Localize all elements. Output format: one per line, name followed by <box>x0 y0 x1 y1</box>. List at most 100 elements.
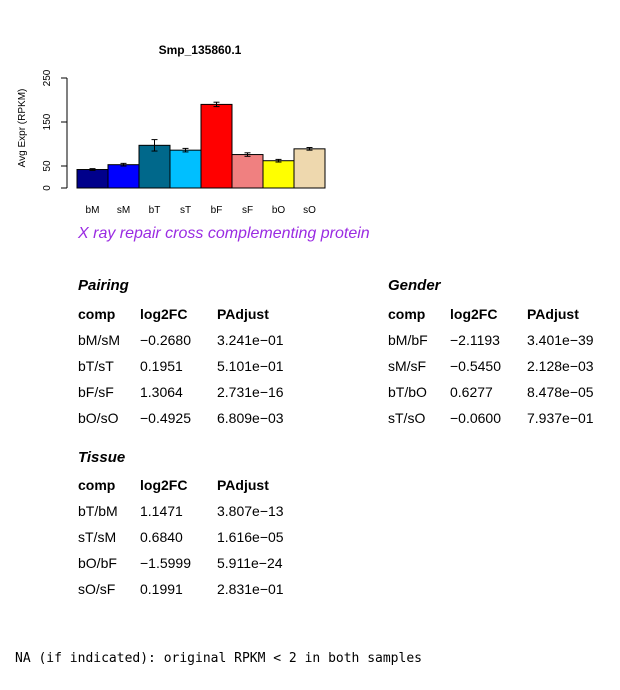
pairing-title: Pairing <box>78 277 129 294</box>
gender-title: Gender <box>388 277 441 294</box>
table-cell: 1.1471 <box>140 503 183 519</box>
x-tick-label: sM <box>117 205 130 216</box>
table-header-row: comp log2FC PAdjust <box>78 477 307 503</box>
table-row: bO/bF −1.5999 5.911e−24 <box>78 555 307 581</box>
column-header: comp <box>388 306 426 322</box>
bar-series <box>76 101 326 189</box>
table-cell: 3.401e−39 <box>527 332 594 348</box>
table-cell: −0.2680 <box>140 332 191 348</box>
bar-sT <box>169 149 202 189</box>
column-header: PAdjust <box>217 477 269 493</box>
y-axis: 0 50 150 250 <box>42 69 68 191</box>
table-cell: bT/bM <box>78 503 118 519</box>
column-header: PAdjust <box>527 306 579 322</box>
bar-sM <box>107 164 140 189</box>
bar-bT <box>138 144 171 189</box>
table-cell: 0.6840 <box>140 529 183 545</box>
table-row: bO/sO −0.4925 6.809e−03 <box>78 410 307 436</box>
table-cell: 5.911e−24 <box>217 555 283 571</box>
table-cell: bT/sT <box>78 358 114 374</box>
table-cell: bT/bO <box>388 384 427 400</box>
table-cell: bM/sM <box>78 332 120 348</box>
table-cell: sM/sF <box>388 358 427 374</box>
chart-title: Smp_135860.1 <box>159 43 242 57</box>
table-cell: bO/bF <box>78 555 117 571</box>
error-bar-bM <box>89 168 96 171</box>
bar-bO <box>262 160 295 189</box>
y-axis-label: Avg Expr (RPKM) <box>17 89 28 168</box>
table-cell: 0.1991 <box>140 581 183 597</box>
table-cell: 5.101e−01 <box>217 358 284 374</box>
column-header: comp <box>78 306 116 322</box>
table-cell: 0.6277 <box>450 384 493 400</box>
table-cell: 3.241e−01 <box>217 332 284 348</box>
column-header: log2FC <box>140 306 188 322</box>
table-cell: 0.1951 <box>140 358 183 374</box>
error-bar-bO <box>275 158 282 163</box>
pairing-table: comp log2FC PAdjust bM/sM −0.2680 3.241e−01 b… <box>78 306 307 436</box>
column-header: comp <box>78 477 116 493</box>
x-tick-labels: bM sM bT sT bF sF bO sO <box>86 205 317 216</box>
table-cell: 1.3064 <box>140 384 183 400</box>
error-bar-sO <box>306 147 313 151</box>
table-cell: 7.937e−01 <box>527 410 594 426</box>
table-cell: 2.128e−03 <box>527 358 594 374</box>
x-tick-label: sF <box>242 205 253 216</box>
table-cell: 8.478e−05 <box>527 384 594 400</box>
table-cell: −1.5999 <box>140 555 191 571</box>
table-row: bM/sM −0.2680 3.241e−01 <box>78 332 307 358</box>
x-tick-label: sO <box>303 205 316 216</box>
table-cell: sT/sM <box>78 529 117 545</box>
gender-table: comp log2FC PAdjust bM/bF −2.1193 3.401e−39 s… <box>388 306 617 436</box>
table-row: bT/bM 1.1471 3.807e−13 <box>78 503 307 529</box>
x-tick-label: bF <box>211 205 223 216</box>
error-bar-sF <box>244 152 251 157</box>
table-cell: 2.731e−16 <box>217 384 284 400</box>
table-cell: sO/sF <box>78 581 116 597</box>
table-row: sO/sF 0.1991 2.831e−01 <box>78 581 307 607</box>
table-cell: bF/sF <box>78 384 114 400</box>
bar-chart: Smp_135860.1 Avg Expr (RPKM) 0 50 150 250 b… <box>17 43 326 216</box>
column-header: PAdjust <box>217 306 269 322</box>
table-cell: −2.1193 <box>450 332 500 348</box>
bar-bF <box>200 103 233 189</box>
table-row: bT/sT 0.1951 5.101e−01 <box>78 358 307 384</box>
error-bar-bT <box>151 139 158 152</box>
table-cell: −0.5450 <box>450 358 501 374</box>
footnote: NA (if indicated): original RPKM < 2 in … <box>15 651 422 666</box>
error-bar-sM <box>120 162 127 167</box>
x-tick-label: sT <box>180 205 191 216</box>
error-bar-bF <box>213 101 220 108</box>
x-tick-label: bT <box>149 205 161 216</box>
y-tick-label: 150 <box>42 113 53 130</box>
y-tick-label: 50 <box>42 160 53 172</box>
y-tick-label: 0 <box>42 185 53 191</box>
table-header-row: comp log2FC PAdjust <box>388 306 617 332</box>
table-row: bF/sF 1.3064 2.731e−16 <box>78 384 307 410</box>
bar-bM <box>76 169 109 189</box>
x-tick-label: bO <box>272 205 286 216</box>
bar-sF <box>231 154 264 189</box>
table-row: bT/bO 0.6277 8.478e−05 <box>388 384 617 410</box>
table-row: sT/sM 0.6840 1.616e−05 <box>78 529 307 555</box>
table-row: sM/sF −0.5450 2.128e−03 <box>388 358 617 384</box>
error-bar-sT <box>182 147 189 153</box>
table-cell: sT/sO <box>388 410 426 426</box>
table-cell: 2.831e−01 <box>217 581 284 597</box>
table-cell: −0.4925 <box>140 410 191 426</box>
table-cell: −0.0600 <box>450 410 501 426</box>
x-tick-label: bM <box>86 205 100 216</box>
y-tick-label: 250 <box>42 69 53 86</box>
bar-sO <box>293 148 326 189</box>
table-cell: 6.809e−03 <box>217 410 284 426</box>
column-header: log2FC <box>450 306 498 322</box>
table-row: sT/sO −0.0600 7.937e−01 <box>388 410 617 436</box>
table-header-row: comp log2FC PAdjust <box>78 306 307 332</box>
tissue-table: comp log2FC PAdjust bT/bM 1.1471 3.807e−13 sT… <box>78 477 307 607</box>
column-header: log2FC <box>140 477 188 493</box>
table-row: bM/bF −2.1193 3.401e−39 <box>388 332 617 358</box>
table-cell: bO/sO <box>78 410 119 426</box>
table-cell: bM/bF <box>388 332 428 348</box>
tissue-title: Tissue <box>78 449 126 466</box>
table-cell: 1.616e−05 <box>217 529 284 545</box>
